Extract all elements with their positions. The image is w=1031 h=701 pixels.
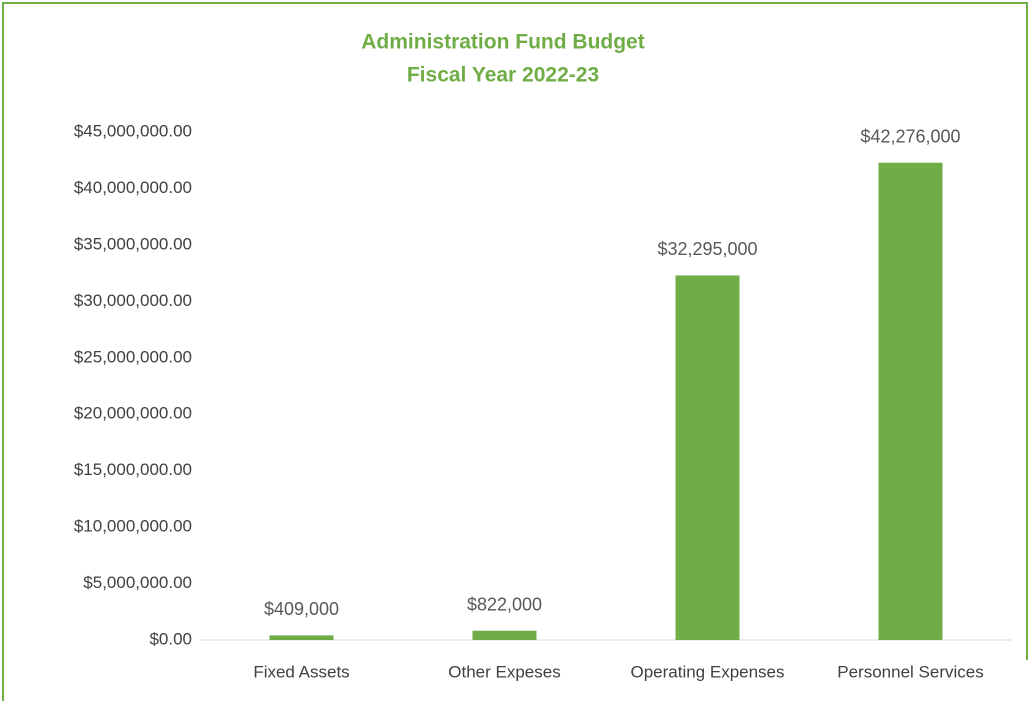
bar bbox=[472, 630, 537, 640]
y-tick-label: $5,000,000.00 bbox=[83, 573, 192, 592]
x-tick-label: Operating Expenses bbox=[630, 662, 784, 681]
x-tick-label: Fixed Assets bbox=[253, 662, 349, 681]
y-tick-label: $20,000,000.00 bbox=[74, 404, 192, 423]
x-tick-label: Other Expeses bbox=[448, 662, 560, 681]
x-tick-label: Personnel Services bbox=[837, 662, 983, 681]
y-tick-label: $25,000,000.00 bbox=[74, 347, 192, 366]
y-tick-label: $30,000,000.00 bbox=[74, 291, 192, 310]
value-label: $32,295,000 bbox=[657, 239, 757, 259]
y-tick-label: $35,000,000.00 bbox=[74, 234, 192, 253]
value-label: $42,276,000 bbox=[860, 127, 960, 147]
chart-title: Administration Fund Budget bbox=[361, 31, 644, 54]
value-label: $822,000 bbox=[467, 594, 542, 614]
y-tick-label: $0.00 bbox=[149, 629, 192, 648]
y-tick-label: $45,000,000.00 bbox=[74, 121, 192, 140]
y-tick-label: $10,000,000.00 bbox=[74, 517, 192, 536]
bar bbox=[269, 635, 334, 640]
value-label: $409,000 bbox=[264, 599, 339, 619]
bar bbox=[675, 275, 740, 640]
y-tick-label: $15,000,000.00 bbox=[74, 460, 192, 479]
y-tick-label: $40,000,000.00 bbox=[74, 178, 192, 197]
chart-subtitle: Fiscal Year 2022-23 bbox=[407, 64, 599, 87]
bar bbox=[878, 162, 943, 641]
